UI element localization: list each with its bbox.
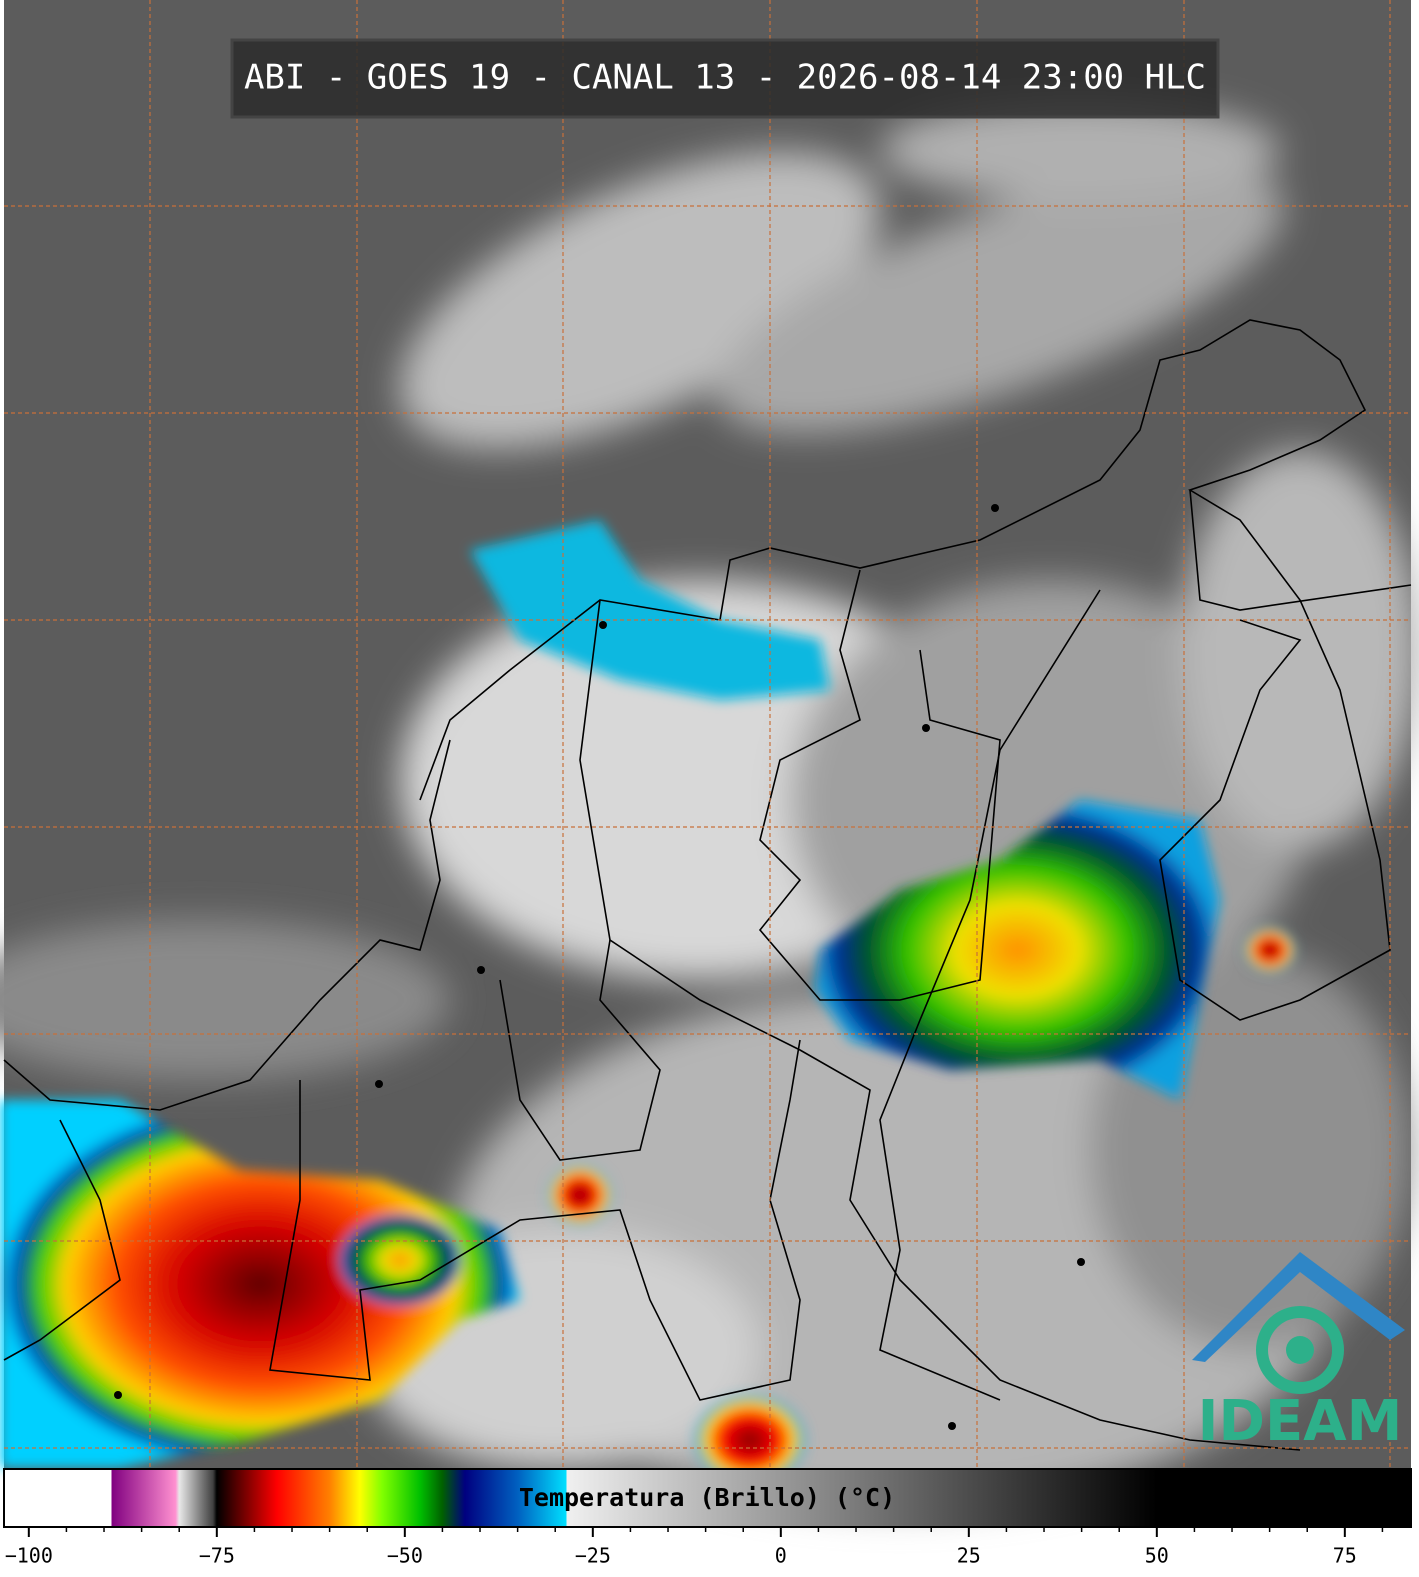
x-tick-label: −25 (575, 1544, 611, 1568)
logo: IDEAM (1192, 1252, 1405, 1454)
satellite-map: IDEAM (0, 0, 1419, 1510)
clouds (0, 100, 1419, 1510)
cities (114, 504, 1085, 1430)
grid-lines (4, 0, 1411, 1468)
title: ABI - GOES 19 - CANAL 13 - 2026-08-14 23… (244, 58, 1206, 98)
x-tick-label: 75 (1333, 1544, 1357, 1568)
title-box: ABI - GOES 19 - CANAL 13 - 2026-08-14 23… (230, 38, 1220, 119)
colorbar-gradient (3, 1468, 1412, 1528)
x-tick-label: −50 (387, 1544, 423, 1568)
x-tick-label: 50 (1145, 1544, 1169, 1568)
logo-text: IDEAM (1198, 1389, 1403, 1454)
cold-cloud-tops (0, 520, 1295, 1485)
x-tick-label: 0 (775, 1544, 787, 1568)
x-tick-label: −100 (5, 1544, 53, 1568)
boundaries (3, 319, 1412, 1451)
colorbar: Temperatura (Brillo) (°C) −100 −75 −50 −25 0 2… (3, 1468, 1412, 1568)
x-tick-label: 25 (957, 1544, 981, 1568)
x-tick-label: −75 (199, 1544, 235, 1568)
colorbar-label: Temperatura (Brillo) (°C) (519, 1483, 895, 1512)
